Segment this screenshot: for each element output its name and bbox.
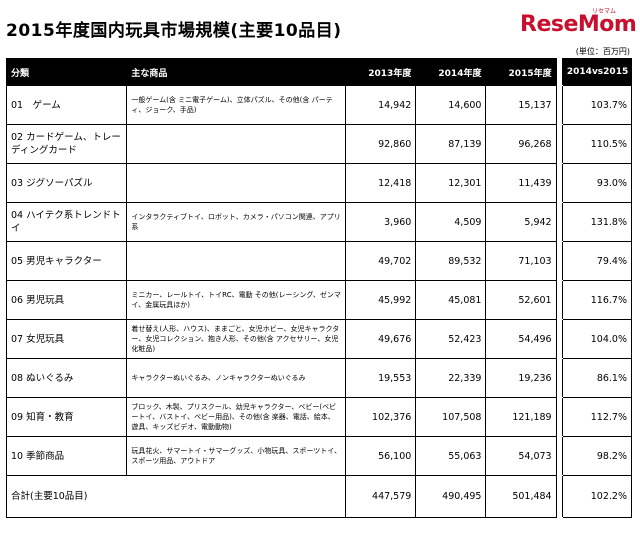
table-total-row: 合計(主要10品目) 447,579 490,495 501,484 102.2% — [5, 475, 633, 518]
value-2014-cell: 22,339 — [415, 358, 487, 398]
table-row: 09 知育・教育 ブロック、木製、プリスクール、幼児キャラクター、ベビー(ベビート… — [5, 397, 633, 437]
unit-note: (単位：百万円) — [575, 47, 630, 56]
ratio-cell: 103.7% — [561, 85, 633, 125]
total-label-cell: 合計(主要10品目) — [5, 475, 347, 518]
products-cell — [126, 241, 347, 281]
value-2014-cell: 4,509 — [415, 202, 487, 242]
value-2013-cell: 45,992 — [345, 280, 417, 320]
table-header-row: 分類 主な商品 2013年度 2014年度 2015年度 2014vs2015 — [5, 58, 633, 86]
ratio-cell: 86.1% — [561, 358, 633, 398]
value-2013-cell: 19,553 — [345, 358, 417, 398]
header-2015: 2015年度 — [485, 58, 557, 86]
table-row: 04 ハイテク系トレンドトイ インタラクティブトイ、ロボット、カメラ・パソコン関連… — [5, 202, 633, 242]
total-ratio-cell: 102.2% — [561, 475, 633, 518]
products-cell — [126, 163, 347, 203]
products-cell: 一般ゲーム(含 ミニ電子ゲーム)、立体パズル、その他(含 パーティ、ジョーク、手… — [126, 85, 347, 125]
value-2015-cell: 5,942 — [485, 202, 557, 242]
value-2015-cell: 54,073 — [485, 436, 557, 476]
value-2014-cell: 107,508 — [415, 397, 487, 437]
value-2014-cell: 45,081 — [415, 280, 487, 320]
category-cell: 06 男児玩具 — [5, 280, 128, 320]
products-cell: ブロック、木製、プリスクール、幼児キャラクター、ベビー(ベビートイ、バストイ、ベ… — [126, 397, 347, 437]
products-cell — [126, 124, 347, 164]
header-2013: 2013年度 — [345, 58, 417, 86]
table-row: 02 カードゲーム、トレーディングカード 92,860 87,139 96,268 11… — [5, 124, 633, 164]
value-2014-cell: 14,600 — [415, 85, 487, 125]
total-2014-cell: 490,495 — [415, 475, 487, 518]
value-2013-cell: 56,100 — [345, 436, 417, 476]
value-2015-cell: 11,439 — [485, 163, 557, 203]
table-row: 10 季節商品 玩具花火、サマートイ・サマーグッズ、小物玩具、スポーツトイ、スポー… — [5, 436, 633, 476]
category-cell: 07 女児玩具 — [5, 319, 128, 359]
value-2013-cell: 102,376 — [345, 397, 417, 437]
column-gap-cell — [555, 475, 563, 518]
value-2015-cell: 52,601 — [485, 280, 557, 320]
resemom-logo: リセマム ReseMom — [520, 6, 637, 38]
category-cell: 08 ぬいぐるみ — [5, 358, 128, 398]
category-cell: 04 ハイテク系トレンドトイ — [5, 202, 128, 242]
ratio-cell: 131.8% — [561, 202, 633, 242]
value-2013-cell: 3,960 — [345, 202, 417, 242]
ratio-cell: 98.2% — [561, 436, 633, 476]
products-cell: ミニカー、レールトイ、トイRC、電動 その他(レーシング、ゼンマイ、金属玩具ほか… — [126, 280, 347, 320]
products-cell: 着せ替え(人形、ハウス)、ままごと、女児ホビー、女児キャラクター、女児コレクショ… — [126, 319, 347, 359]
products-cell: キャラクターぬいぐるみ、ノンキャラクターぬいぐるみ — [126, 358, 347, 398]
value-2013-cell: 49,702 — [345, 241, 417, 281]
header-category: 分類 — [5, 58, 128, 86]
market-size-table: 分類 主な商品 2013年度 2014年度 2015年度 2014vs2015 … — [5, 58, 633, 518]
table-row: 03 ジグソーパズル 12,418 12,301 11,439 93.0% — [5, 163, 633, 203]
table-row: 05 男児キャラクター 49,702 89,532 71,103 79.4% — [5, 241, 633, 281]
value-2014-cell: 89,532 — [415, 241, 487, 281]
category-cell: 03 ジグソーパズル — [5, 163, 128, 203]
value-2014-cell: 12,301 — [415, 163, 487, 203]
value-2015-cell: 54,496 — [485, 319, 557, 359]
table-row: 06 男児玩具 ミニカー、レールトイ、トイRC、電動 その他(レーシング、ゼンマイ… — [5, 280, 633, 320]
value-2013-cell: 92,860 — [345, 124, 417, 164]
total-2015-cell: 501,484 — [485, 475, 557, 518]
ratio-cell: 79.4% — [561, 241, 633, 281]
value-2015-cell: 71,103 — [485, 241, 557, 281]
category-cell: 09 知育・教育 — [5, 397, 128, 437]
logo-text: ReseMom — [520, 12, 637, 37]
header-products: 主な商品 — [126, 58, 347, 86]
total-2013-cell: 447,579 — [345, 475, 417, 518]
value-2014-cell: 55,063 — [415, 436, 487, 476]
products-cell: インタラクティブトイ、ロボット、カメラ・パソコン関連、アプリ系 — [126, 202, 347, 242]
products-cell: 玩具花火、サマートイ・サマーグッズ、小物玩具、スポーツトイ、スポーツ用品、アウト… — [126, 436, 347, 476]
value-2015-cell: 96,268 — [485, 124, 557, 164]
value-2013-cell: 14,942 — [345, 85, 417, 125]
value-2014-cell: 87,139 — [415, 124, 487, 164]
ratio-cell: 104.0% — [561, 319, 633, 359]
ratio-cell: 93.0% — [561, 163, 633, 203]
table-row: 07 女児玩具 着せ替え(人形、ハウス)、ままごと、女児ホビー、女児キャラクター、… — [5, 319, 633, 359]
table-row: 08 ぬいぐるみ キャラクターぬいぐるみ、ノンキャラクターぬいぐるみ 19,553 2… — [5, 358, 633, 398]
value-2015-cell: 15,137 — [485, 85, 557, 125]
value-2013-cell: 49,676 — [345, 319, 417, 359]
value-2015-cell: 121,189 — [485, 397, 557, 437]
value-2013-cell: 12,418 — [345, 163, 417, 203]
header-2014: 2014年度 — [415, 58, 487, 86]
category-cell: 10 季節商品 — [5, 436, 128, 476]
category-cell: 05 男児キャラクター — [5, 241, 128, 281]
header-ratio: 2014vs2015 — [561, 58, 633, 86]
page-title: 2015年度国内玩具市場規模(主要10品目) — [6, 21, 342, 41]
logo-ruby-text: リセマム — [591, 8, 616, 15]
category-cell: 02 カードゲーム、トレーディングカード — [5, 124, 128, 164]
ratio-cell: 110.5% — [561, 124, 633, 164]
value-2014-cell: 52,423 — [415, 319, 487, 359]
table-row: 01 ゲーム 一般ゲーム(含 ミニ電子ゲーム)、立体パズル、その他(含 パーティ、… — [5, 85, 633, 125]
ratio-cell: 116.7% — [561, 280, 633, 320]
ratio-cell: 112.7% — [561, 397, 633, 437]
category-cell: 01 ゲーム — [5, 85, 128, 125]
value-2015-cell: 19,236 — [485, 358, 557, 398]
